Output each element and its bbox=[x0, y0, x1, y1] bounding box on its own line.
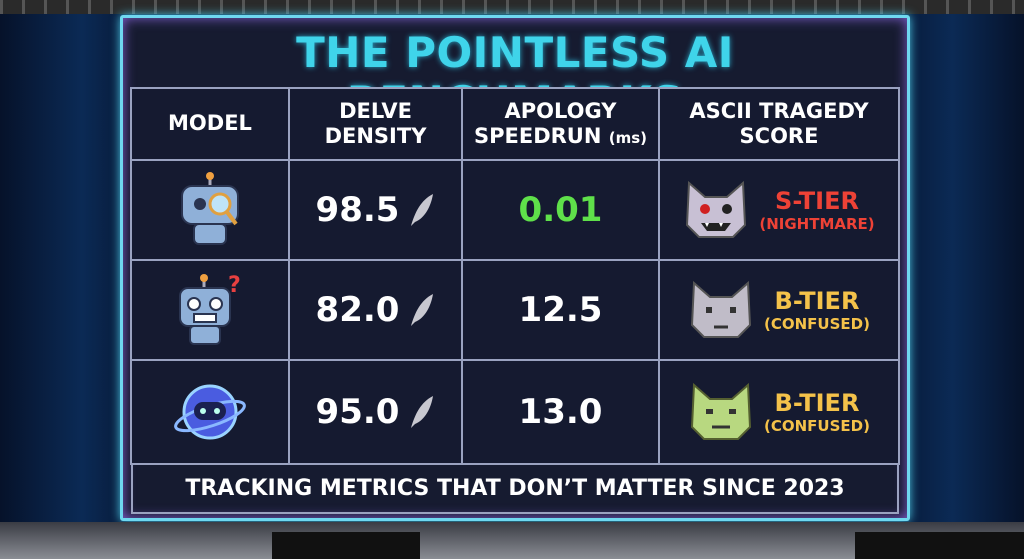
icon-circle bbox=[209, 297, 223, 311]
robot-icon: ? bbox=[179, 273, 241, 345]
column-header: APOLOGY SPEEDRUN (ms) bbox=[461, 87, 660, 161]
tier-cell: S-TIER (NIGHTMARE) bbox=[658, 159, 900, 261]
icon-circle bbox=[722, 204, 733, 214]
cat-icon bbox=[686, 180, 747, 238]
icon-rect bbox=[730, 307, 737, 313]
icon-path bbox=[411, 396, 434, 428]
column-header: ASCII TRAGEDY SCORE bbox=[658, 87, 900, 161]
tier: B-TIER (CONFUSED) bbox=[764, 287, 870, 333]
column-header: MODEL bbox=[130, 87, 290, 161]
icon-path bbox=[690, 280, 752, 338]
apology-cell: 13.0 bbox=[461, 359, 660, 465]
icon-path bbox=[411, 294, 434, 326]
icon-rect bbox=[189, 325, 221, 345]
tier-cell: B-TIER (CONFUSED) bbox=[658, 259, 900, 361]
screen: THE POINTLESS AI BENCHMARKS MODEL DELVE … bbox=[120, 15, 910, 521]
icon-circle bbox=[214, 408, 220, 414]
feather-icon bbox=[411, 396, 434, 428]
table: MODEL DELVE DENSITY APOLOGY SPEEDRUN (ms… bbox=[130, 87, 900, 465]
tier-note: (NIGHTMARE) bbox=[759, 215, 875, 233]
stage-floor bbox=[0, 522, 1024, 559]
delve-cell: 95.0 bbox=[288, 359, 463, 465]
delve-cell: 82.0 bbox=[288, 259, 463, 361]
model-icon: ? bbox=[130, 259, 290, 361]
icon-circle bbox=[208, 192, 232, 216]
cat-icon bbox=[690, 280, 752, 338]
icon-rect bbox=[193, 223, 227, 245]
tier-note: (CONFUSED) bbox=[764, 315, 870, 333]
tier-note: (CONFUSED) bbox=[764, 417, 870, 435]
icon-rect bbox=[706, 409, 714, 414]
icon-path bbox=[701, 223, 732, 231]
column-header-text: ASCII TRAGEDY SCORE bbox=[689, 98, 869, 148]
model-icon bbox=[130, 359, 290, 465]
icon-rect bbox=[706, 307, 713, 313]
icon-rect bbox=[193, 313, 217, 323]
stage-monitor bbox=[855, 532, 1024, 559]
feather-icon bbox=[411, 194, 434, 226]
robot-icon bbox=[181, 172, 239, 245]
column-unit: (ms) bbox=[608, 129, 648, 147]
footer: TRACKING METRICS THAT DON’T MATTER SINCE… bbox=[131, 464, 899, 514]
tier-cell: B-TIER (CONFUSED) bbox=[658, 359, 900, 465]
column-header-text: DELVE DENSITY bbox=[324, 98, 427, 148]
delve-value: 95.0 bbox=[315, 392, 400, 432]
apology-cell: 0.01 bbox=[461, 159, 660, 261]
icon-path bbox=[411, 194, 434, 226]
icon-circle bbox=[200, 408, 206, 414]
orb-icon bbox=[174, 384, 246, 440]
icon-path bbox=[690, 382, 752, 440]
delve-value: 82.0 bbox=[315, 290, 400, 330]
icon-circle bbox=[194, 198, 206, 210]
tier: B-TIER (CONFUSED) bbox=[764, 389, 870, 435]
apology-cell: 12.5 bbox=[461, 259, 660, 361]
model-icon bbox=[130, 159, 290, 261]
icon-line bbox=[225, 210, 238, 226]
icon-rect bbox=[194, 402, 226, 420]
icon-text: ? bbox=[228, 273, 241, 298]
stage-monitor bbox=[272, 532, 420, 559]
column-header-text: APOLOGY SPEEDRUN (ms) bbox=[466, 99, 656, 149]
column-header: DELVE DENSITY bbox=[288, 87, 463, 161]
tier: S-TIER (NIGHTMARE) bbox=[759, 187, 874, 233]
feather-icon bbox=[411, 294, 434, 326]
icon-circle bbox=[187, 297, 201, 311]
icon-rect bbox=[729, 409, 737, 414]
tier-label: B-TIER bbox=[774, 287, 860, 315]
tier-label: S-TIER bbox=[775, 187, 859, 215]
column-header-text: APOLOGY SPEEDRUN bbox=[473, 98, 617, 148]
tier-label: B-TIER bbox=[774, 389, 860, 417]
delve-value: 98.5 bbox=[315, 190, 400, 230]
icon-circle bbox=[200, 274, 208, 282]
icon-circle bbox=[700, 204, 711, 214]
cat-icon bbox=[690, 382, 752, 440]
truss bbox=[0, 0, 1024, 14]
icon-circle bbox=[206, 172, 214, 180]
delve-cell: 98.5 bbox=[288, 159, 463, 261]
